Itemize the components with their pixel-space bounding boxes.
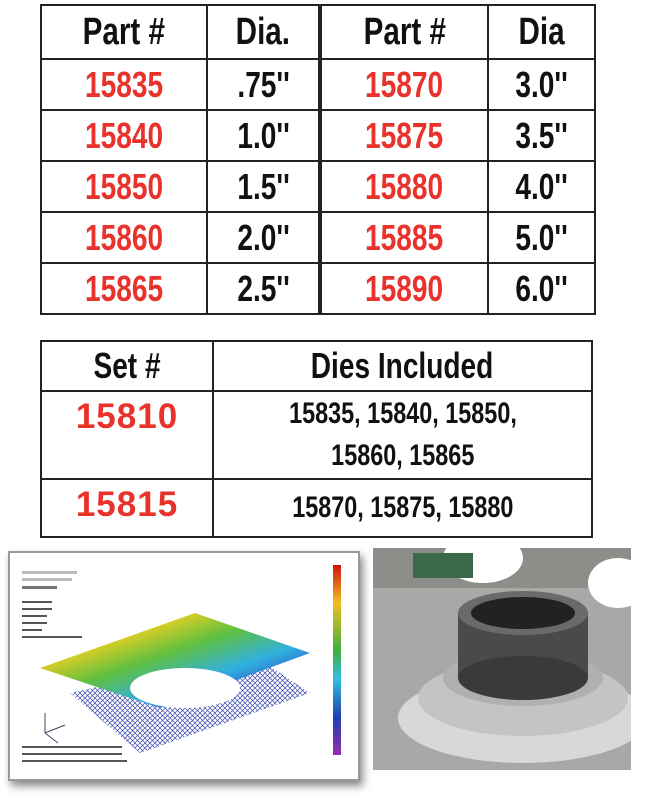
part-number: 15885 [318, 211, 489, 264]
parts-table: Part # Dia. Part # Dia 15835 .75'' 15870… [39, 4, 597, 315]
part-number: 15840 [39, 109, 209, 162]
table-row: 15865 2.5'' 15890 6.0'' [39, 262, 597, 315]
table-row: 15840 1.0'' 15875 3.5'' [39, 109, 597, 162]
die-photo-image [373, 548, 631, 770]
diameter: 4.0'' [486, 160, 597, 213]
part-number: 15875 [318, 109, 489, 162]
dies-included: 15835, 15840, 15850, 15860, 15865 [212, 390, 593, 480]
diameter: 3.0'' [486, 58, 597, 111]
header-set: Set # [40, 340, 214, 392]
set-number: 15815 [40, 478, 214, 538]
diameter: .75'' [206, 58, 322, 111]
part-number: 15865 [39, 262, 209, 315]
table-row: 15835 .75'' 15870 3.0'' [39, 58, 597, 111]
diameter: 2.5'' [206, 262, 322, 315]
sets-header-row: Set # Dies Included [40, 340, 593, 392]
part-number: 15850 [39, 160, 209, 213]
part-number: 15890 [318, 262, 489, 315]
diameter: 1.5'' [206, 160, 322, 213]
table-row: 15860 2.0'' 15885 5.0'' [39, 211, 597, 264]
header-dia: Dia. [206, 4, 322, 60]
diameter: 3.5'' [486, 109, 597, 162]
header-dies-included: Dies Included [212, 340, 593, 392]
header-part: Part # [39, 4, 209, 60]
dies-line: 15870, 15875, 15880 [291, 491, 514, 524]
dies-line: 15860, 15865 [330, 439, 475, 472]
diameter: 6.0'' [486, 262, 597, 315]
dies-included: 15870, 15875, 15880 [212, 478, 593, 538]
diameter: 1.0'' [206, 109, 322, 162]
part-number: 15860 [39, 211, 209, 264]
header-dia: Dia [486, 4, 597, 60]
parts-header-row: Part # Dia. Part # Dia [39, 4, 597, 60]
dies-line: 15835, 15840, 15850, [288, 397, 517, 430]
header-part: Part # [318, 4, 489, 60]
part-number: 15880 [318, 160, 489, 213]
diameter: 2.0'' [206, 211, 322, 264]
part-number: 15870 [318, 58, 489, 111]
table-row: 15815 15870, 15875, 15880 [40, 478, 593, 538]
part-number: 15835 [39, 58, 209, 111]
table-row: 15850 1.5'' 15880 4.0'' [39, 160, 597, 213]
diameter: 5.0'' [486, 211, 597, 264]
table-row: 15810 15835, 15840, 15850, 15860, 15865 [40, 390, 593, 480]
sets-table: Set # Dies Included 15810 15835, 15840, … [40, 340, 593, 538]
fea-stress-plot-image [8, 551, 360, 781]
set-number: 15810 [40, 390, 214, 480]
